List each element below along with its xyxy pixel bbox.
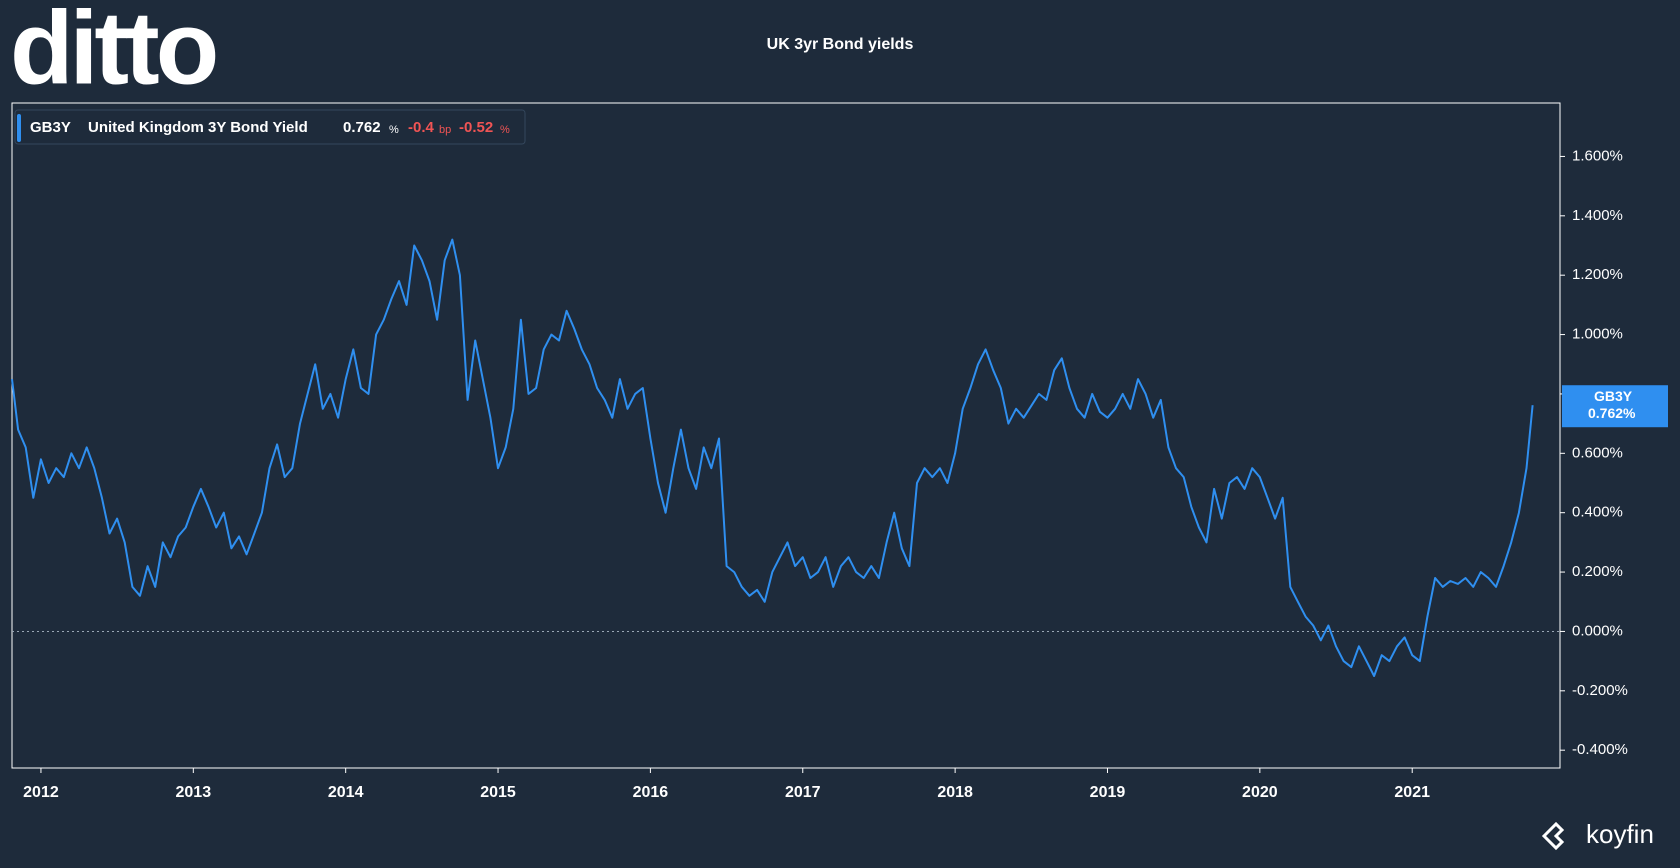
plot-frame <box>11 102 1561 769</box>
x-tick-label: 2014 <box>328 784 364 801</box>
logo: ditto <box>10 0 216 106</box>
y-tick-label: 0.600% <box>1572 444 1623 461</box>
x-tick-label: 2018 <box>937 784 973 801</box>
y-tick-label: 0.000% <box>1572 622 1623 639</box>
legend-change-unit: bp <box>439 124 451 136</box>
y-tick-label: 1.000% <box>1572 326 1623 343</box>
last-value-badge <box>1562 385 1668 428</box>
legend-last: 0.762 <box>343 119 381 136</box>
y-tick-label: 1.400% <box>1572 207 1623 224</box>
y-tick-label: 1.200% <box>1572 266 1623 283</box>
y-tick-label: 0.400% <box>1572 504 1623 521</box>
x-tick-label: 2019 <box>1090 784 1126 801</box>
x-tick-label: 2013 <box>176 784 212 801</box>
line-series <box>11 238 1534 677</box>
badge-name: GB3Y <box>1594 388 1633 404</box>
chart-title: UK 3yr Bond yields <box>767 36 914 53</box>
y-tick-label: -0.400% <box>1572 741 1628 758</box>
x-tick-label: 2017 <box>785 784 821 801</box>
legend-ticker: GB3Y <box>30 119 71 136</box>
x-tick-label: 2016 <box>633 784 669 801</box>
x-tick-label: 2015 <box>480 784 516 801</box>
footer-logo-icon <box>1541 821 1565 851</box>
x-tick-label: 2020 <box>1242 784 1278 801</box>
legend-box <box>14 109 526 145</box>
y-tick-label: 0.200% <box>1572 563 1623 580</box>
legend-change-pct: -0.52 <box>459 119 493 136</box>
legend-change: -0.4 <box>408 119 435 136</box>
legend-last-unit: % <box>389 124 399 136</box>
legend-name: United Kingdom 3Y Bond Yield <box>88 119 308 136</box>
footer-logo: koyfin <box>1586 819 1654 849</box>
y-tick-label: -0.200% <box>1572 682 1628 699</box>
x-tick-label: 2021 <box>1394 784 1430 801</box>
y-tick-label: 1.600% <box>1572 147 1623 164</box>
x-tick-label: 2012 <box>23 784 59 801</box>
badge-value: 0.762% <box>1588 405 1636 421</box>
legend-change-pct-unit: % <box>500 124 510 136</box>
legend-swatch <box>17 114 21 142</box>
